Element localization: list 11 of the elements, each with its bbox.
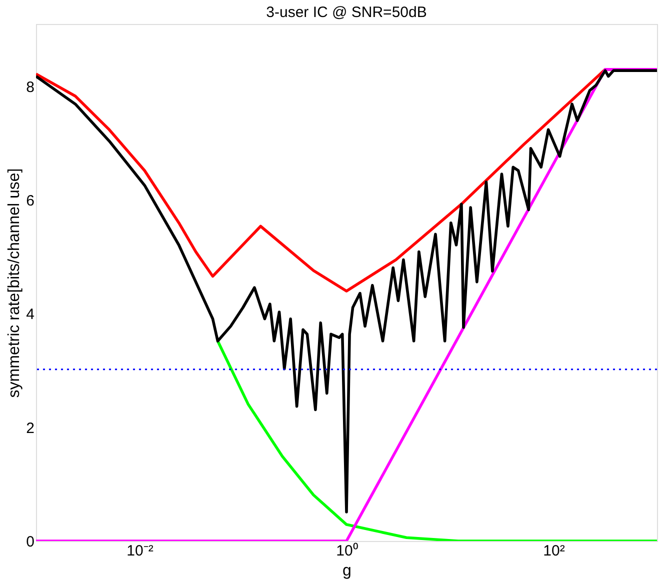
x-tick-label: 10⁰ xyxy=(336,542,358,560)
x-tick-label: 10⁻² xyxy=(126,542,154,560)
y-tick-label: 2 xyxy=(26,420,34,437)
y-tick-label: 0 xyxy=(26,534,34,550)
y-tick-label: 8 xyxy=(26,78,34,96)
y-tick-label: 6 xyxy=(26,192,34,210)
y-tick-label: 4 xyxy=(26,306,34,324)
x-tick-label: 10² xyxy=(543,542,565,560)
chart-title: 3-user IC @ SNR=50dB xyxy=(266,4,427,21)
y-axis-title: symmetric rate[bits/channel use] xyxy=(6,168,24,398)
x-axis-title: g xyxy=(342,562,352,580)
